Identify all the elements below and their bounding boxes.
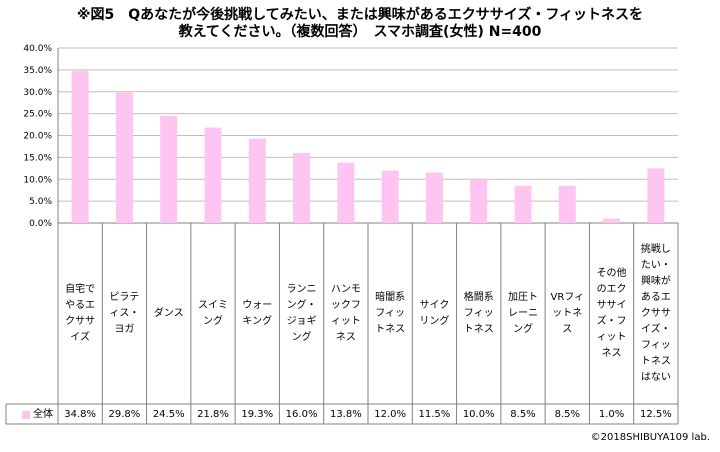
bar — [558, 185, 576, 223]
category-label: 格闘系フィットネス — [463, 291, 494, 335]
data-label: 8.5% — [510, 409, 536, 420]
bar — [248, 138, 266, 223]
data-label: 1.0% — [598, 409, 625, 420]
y-tick-label: 35.0% — [23, 66, 52, 76]
data-label: 16.0% — [285, 409, 318, 420]
data-label: 19.3% — [241, 409, 274, 420]
y-tick-label: 5.0% — [29, 197, 52, 207]
y-tick-label: 30.0% — [23, 88, 52, 98]
bar — [425, 172, 443, 223]
bar — [71, 70, 89, 223]
y-tick-label: 10.0% — [23, 175, 52, 185]
category-label: サイクリング — [419, 299, 450, 327]
legend-entry: 全体 — [8, 406, 58, 424]
bar — [337, 162, 355, 223]
y-tick-label: 20.0% — [23, 132, 52, 142]
bar — [603, 218, 621, 223]
data-label: 11.5% — [418, 409, 451, 420]
data-label: 10.0% — [462, 409, 495, 420]
category-label: 加圧トレーニング — [507, 291, 538, 335]
data-label: 12.0% — [374, 409, 407, 420]
bar — [160, 115, 178, 223]
category-label: 自宅でやるエクササイズ — [65, 283, 96, 343]
bar — [647, 168, 665, 223]
category-label: VRフィットネス — [550, 291, 585, 335]
category-label: ウォーキング — [242, 299, 273, 327]
category-label: 暗闇系フィットネス — [375, 291, 406, 335]
category-label: 挑戦したい・興味があるエクササイズ・フィットネスはない — [640, 243, 671, 383]
data-label: 8.5% — [554, 409, 580, 420]
bar — [381, 170, 399, 223]
category-label: ピラティス・ヨガ — [109, 291, 140, 335]
bar — [204, 127, 222, 223]
data-label: 34.8% — [64, 409, 97, 420]
data-label: 12.5% — [639, 409, 672, 420]
bar — [470, 179, 488, 223]
data-label: 21.8% — [197, 409, 229, 420]
category-label: ランニング・ジョギング — [286, 283, 317, 343]
bar — [115, 92, 133, 223]
data-label: 24.5% — [152, 409, 185, 420]
data-label: 29.8% — [108, 409, 141, 420]
bar — [293, 153, 311, 223]
category-label: ダンス — [153, 307, 184, 319]
chart-title-line-1: ※図5 Qあなたが今後挑戦してみたい、または興味があるエクササイズ・フィットネス… — [76, 7, 644, 23]
category-label: その他のエクササイズ・フィットネス — [596, 267, 627, 359]
y-tick-label: 40.0% — [23, 44, 52, 54]
y-tick-label: 0.0% — [29, 219, 52, 229]
legend-label: 全体 — [33, 409, 53, 420]
y-tick-label: 15.0% — [23, 153, 52, 163]
legend-swatch — [22, 411, 30, 419]
bar — [514, 185, 532, 223]
category-label: ハンモックフィットネス — [330, 283, 361, 343]
chart-title-line-2: 教えてください。（複数回答） スマホ調査(女性) N=400 — [178, 24, 542, 40]
data-label: 13.8% — [329, 409, 362, 420]
category-label: スイミング — [197, 299, 228, 327]
y-tick-label: 25.0% — [23, 110, 52, 120]
copyright: ©2018SHIBUYA109 lab. — [590, 432, 710, 443]
